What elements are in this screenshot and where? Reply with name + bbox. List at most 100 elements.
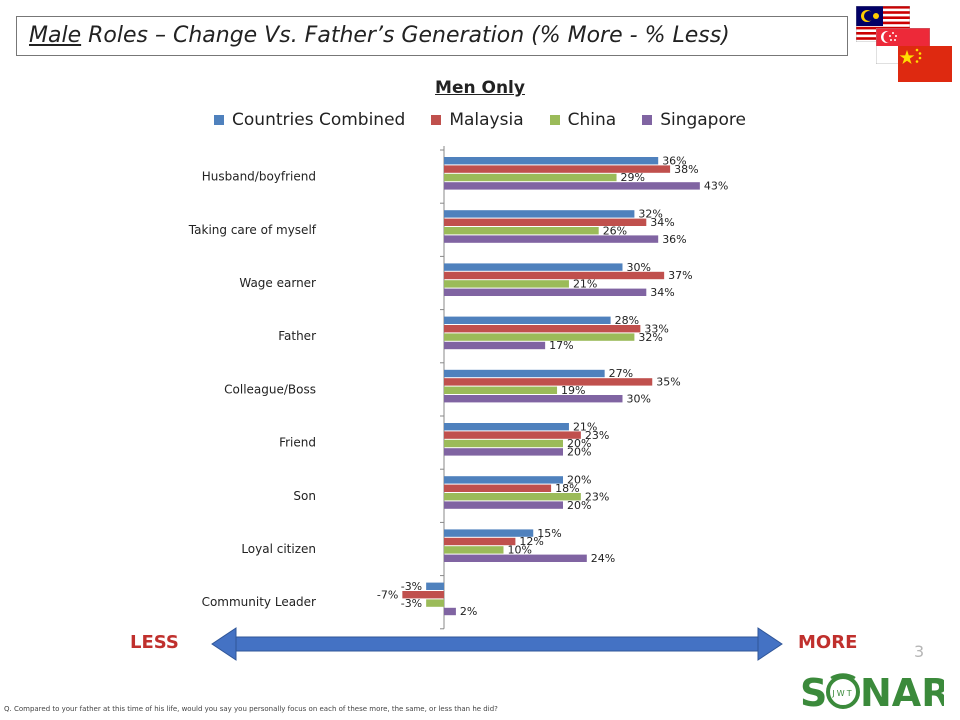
svg-text:JWT: JWT (831, 689, 853, 698)
bar-malaysia (444, 378, 653, 386)
right-arrowhead-icon (757, 627, 783, 661)
scale-arrow-shaft (231, 636, 763, 652)
category-label: Son (293, 489, 316, 503)
data-label: -7% (377, 588, 398, 601)
bar-singapore (444, 341, 546, 350)
data-label: 34% (650, 216, 674, 229)
category-label: Loyal citizen (241, 542, 316, 556)
data-label: 17% (549, 339, 573, 352)
legend-label: Singapore (660, 110, 746, 130)
bar-malaysia (444, 484, 552, 492)
bar-china (444, 227, 599, 235)
legend-label: Countries Combined (232, 110, 406, 130)
slide-title: Male Roles – Change Vs. Father’s Generat… (29, 23, 730, 48)
slide-title-box: Male Roles – Change Vs. Father’s Generat… (16, 16, 848, 56)
left-arrowhead-icon (211, 627, 237, 661)
bar-singapore (444, 395, 623, 403)
data-label: 24% (591, 552, 615, 565)
data-label: 23% (585, 490, 609, 503)
bar-malaysia (444, 431, 581, 439)
bar-china (444, 333, 635, 341)
data-label: 20% (567, 446, 591, 459)
data-label: 20% (567, 474, 591, 487)
data-label: 32% (638, 331, 662, 344)
data-label: 23% (585, 429, 609, 442)
bar-malaysia (444, 537, 516, 546)
data-label: 21% (573, 278, 597, 291)
bar-malaysia (402, 591, 444, 599)
data-label: 36% (662, 233, 686, 246)
bar-singapore (444, 288, 647, 296)
data-label: 43% (704, 180, 728, 193)
page-number: 3 (914, 642, 925, 661)
legend-swatch (214, 115, 225, 125)
data-label: 20% (567, 437, 591, 450)
bar-china (444, 493, 581, 501)
data-label: 15% (537, 527, 561, 540)
bar-singapore (444, 235, 659, 243)
data-label: -3% (401, 597, 422, 610)
bar-countries-combined (444, 263, 623, 271)
data-label: 18% (555, 482, 579, 495)
data-label: 2% (460, 605, 477, 618)
category-label: Taking care of myself (188, 223, 317, 237)
bar-malaysia (444, 165, 671, 173)
bar-countries-combined (444, 316, 611, 324)
bar-china (444, 173, 617, 182)
bar-malaysia (444, 218, 647, 226)
bar-countries-combined (426, 582, 444, 590)
jwt-sonar-logo: S JWT NAR (800, 671, 944, 712)
data-label: -3% (401, 580, 422, 593)
data-label: 36% (662, 154, 686, 167)
data-label: 29% (621, 171, 645, 184)
data-label: 10% (508, 544, 532, 557)
footnote: Q. Compared to your father at this time … (4, 705, 498, 713)
data-label: 26% (603, 224, 627, 237)
legend-item: Malaysia (431, 110, 524, 130)
category-label: Husband/boyfriend (202, 170, 316, 184)
svg-text:S: S (800, 671, 827, 712)
data-label: 20% (567, 499, 591, 512)
bar-malaysia (444, 271, 665, 280)
bar-countries-combined (444, 423, 569, 431)
less-label: LESS (130, 632, 179, 653)
legend-item: Singapore (642, 110, 746, 130)
bar-countries-combined (444, 157, 659, 165)
bar-singapore (444, 607, 456, 616)
data-label: 34% (650, 286, 674, 299)
bar-malaysia (444, 325, 641, 333)
data-label: 32% (638, 208, 662, 221)
category-label: Colleague/Boss (224, 382, 316, 396)
legend-swatch (642, 115, 653, 125)
more-label: MORE (798, 632, 858, 653)
legend-label: Malaysia (449, 110, 524, 130)
bar-china (444, 439, 563, 448)
data-label: 38% (674, 163, 698, 176)
legend-item: Countries Combined (214, 110, 405, 130)
legend-swatch (549, 115, 560, 125)
bar-countries-combined (444, 210, 635, 218)
category-label: Father (278, 329, 316, 343)
bar-countries-combined (444, 529, 534, 537)
category-label: Community Leader (202, 595, 316, 609)
legend-swatch (431, 115, 442, 125)
data-label: 30% (627, 261, 651, 274)
data-label: 28% (615, 314, 639, 327)
chart-title: Men Only (435, 78, 525, 98)
data-label: 12% (519, 535, 543, 548)
data-label: 35% (656, 376, 680, 389)
bar-countries-combined (444, 369, 605, 378)
bar-china (444, 386, 558, 394)
slide-title-underlined: Male (29, 23, 82, 48)
data-label: 30% (627, 392, 651, 405)
data-label: 19% (561, 384, 585, 397)
data-label: 27% (609, 367, 633, 380)
chart-legend: Countries Combined Malaysia China Singapore (0, 110, 960, 130)
data-label: 33% (644, 322, 668, 335)
bar-countries-combined (444, 476, 563, 484)
legend-item: China (549, 110, 616, 130)
bar-china (444, 280, 569, 288)
svg-text:NAR: NAR (860, 671, 944, 712)
slide-title-rest: Roles – Change Vs. Father’s Generation (… (81, 23, 730, 48)
